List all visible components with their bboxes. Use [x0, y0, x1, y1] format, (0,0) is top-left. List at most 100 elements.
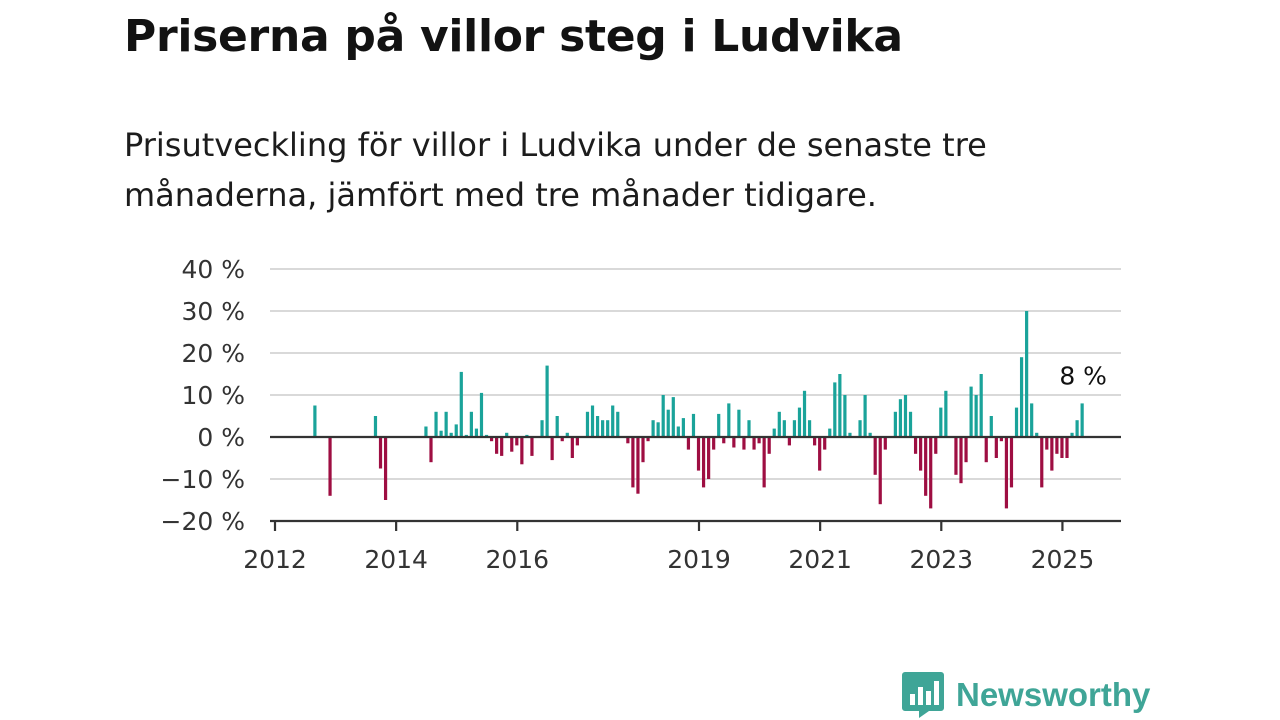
- bar: [641, 437, 645, 463]
- last-value-label: 8 %: [1059, 361, 1107, 390]
- bar: [540, 420, 544, 437]
- bar: [797, 407, 802, 437]
- bars: [313, 311, 1084, 509]
- bar: [762, 437, 766, 488]
- bar: [984, 437, 988, 463]
- bar: [757, 437, 761, 444]
- bar: [999, 437, 1003, 442]
- bar: [383, 437, 388, 500]
- bar: [802, 390, 807, 437]
- bar: [631, 437, 635, 488]
- bar: [489, 437, 494, 442]
- bar: [515, 437, 519, 446]
- bar: [807, 420, 812, 437]
- bar: [1035, 432, 1039, 437]
- bar: [1065, 437, 1069, 458]
- bar: [495, 437, 499, 454]
- bar: [818, 437, 822, 471]
- bar: [701, 437, 706, 488]
- bar: [611, 405, 615, 437]
- bar: [616, 411, 620, 437]
- brand-logo: Newsworthy: [902, 670, 1150, 720]
- x-tick-label: 2019: [667, 545, 731, 574]
- bar: [479, 392, 484, 437]
- bar: [868, 432, 872, 437]
- bar: [732, 437, 736, 448]
- bar: [1030, 403, 1034, 437]
- bar: [722, 437, 726, 444]
- bar: [919, 437, 923, 471]
- bar: [934, 437, 938, 454]
- bar: [833, 382, 837, 437]
- bar: [696, 437, 701, 471]
- chart-subtitle: Prisutveckling för villor i Ludvika unde…: [124, 126, 987, 214]
- x-tick-label: 2021: [788, 545, 852, 574]
- bar: [954, 437, 958, 475]
- brand-name: Newsworthy: [956, 676, 1151, 713]
- bar: [974, 395, 978, 437]
- bar: [575, 437, 579, 446]
- x-tick-label: 2014: [364, 545, 428, 574]
- bar: [913, 437, 918, 454]
- bar: [646, 437, 650, 442]
- bar: [727, 403, 731, 437]
- bar: [742, 437, 746, 450]
- bar: [313, 405, 317, 437]
- bar: [555, 416, 559, 437]
- bar: [813, 437, 817, 446]
- bar: [1019, 357, 1024, 437]
- labels: 40 % 30 % 20 % 10 % 0 % −10 % −20 % 2012 2014 201…: [161, 255, 1107, 574]
- bar: [595, 416, 600, 437]
- bar: [959, 437, 963, 484]
- bar: [570, 437, 574, 458]
- bar: [782, 420, 786, 437]
- bar: [510, 437, 514, 452]
- y-tick-label: −10 %: [161, 465, 245, 494]
- bar: [777, 411, 781, 437]
- bar: [676, 426, 680, 437]
- bar: [994, 437, 998, 458]
- bar: [893, 411, 897, 437]
- bar: [444, 411, 448, 437]
- bar: [636, 437, 640, 494]
- bar: [823, 437, 827, 450]
- bar: [1060, 437, 1064, 458]
- bar: [863, 395, 867, 437]
- bar: [434, 411, 438, 437]
- bar: [1080, 403, 1084, 437]
- bar: [661, 395, 665, 437]
- bar: [752, 437, 756, 450]
- bar: [373, 416, 378, 437]
- bar: [878, 437, 882, 505]
- bar: [848, 432, 852, 437]
- bar: [328, 437, 332, 496]
- bar: [505, 432, 509, 437]
- bar-chart: 40 % 30 % 20 % 10 % 0 % −10 % −20 % 2012 2014 201…: [161, 255, 1121, 574]
- bar: [903, 395, 908, 437]
- bar: [989, 416, 993, 437]
- bar: [601, 420, 605, 437]
- bar: [530, 437, 534, 456]
- bar: [964, 437, 968, 463]
- bar: [469, 411, 473, 437]
- y-tick-label: 10 %: [181, 381, 245, 410]
- y-tick-label: −20 %: [161, 507, 245, 536]
- bar: [979, 374, 983, 437]
- bar: [590, 405, 595, 437]
- bar: [1004, 437, 1009, 509]
- bar: [787, 437, 791, 446]
- bar: [969, 386, 973, 437]
- bar: [898, 399, 903, 437]
- bar: [747, 420, 751, 437]
- bar: [712, 437, 716, 450]
- bar: [1075, 420, 1079, 437]
- bar: [666, 409, 670, 437]
- bar: [858, 420, 862, 437]
- bar: [378, 437, 383, 469]
- bar: [717, 413, 721, 437]
- bar: [545, 365, 549, 437]
- bar: [459, 371, 463, 437]
- x-tick-label: 2025: [1031, 545, 1095, 574]
- bar: [520, 437, 524, 465]
- bar: [424, 426, 428, 437]
